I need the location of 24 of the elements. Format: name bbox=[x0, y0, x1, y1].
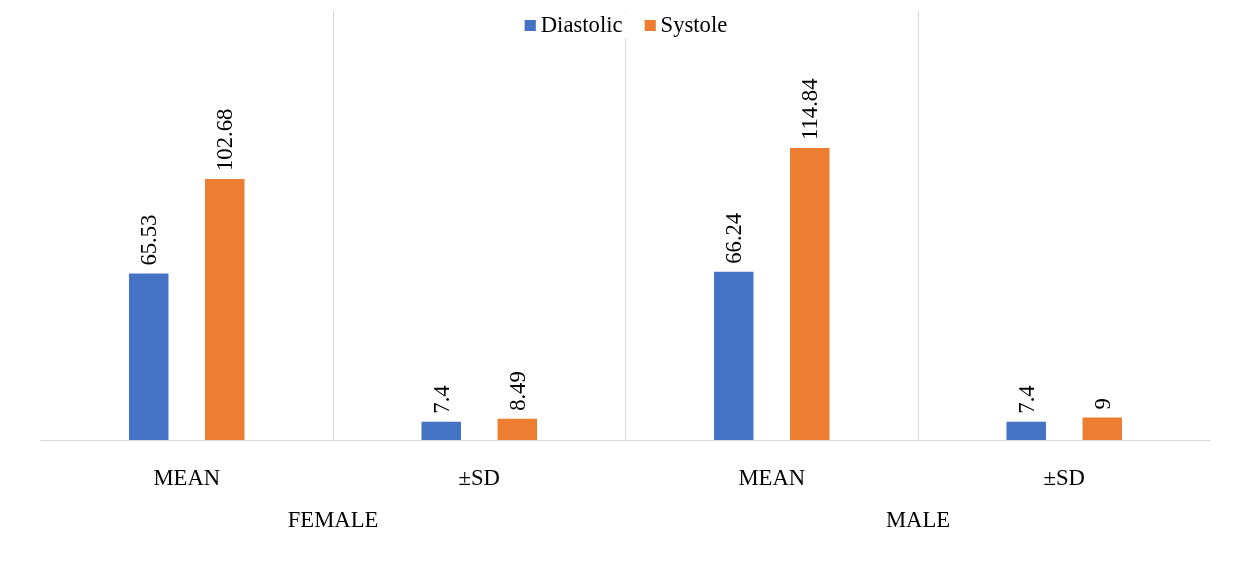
data-label: 9 bbox=[1089, 398, 1115, 410]
x-tick-label: MEAN bbox=[738, 464, 806, 490]
data-label: 65.53 bbox=[136, 214, 162, 266]
bar bbox=[790, 147, 830, 441]
bar bbox=[1082, 417, 1123, 441]
data-label: 66.24 bbox=[721, 212, 747, 264]
data-label: 114.84 bbox=[797, 78, 823, 140]
bar bbox=[1006, 421, 1046, 441]
bar bbox=[497, 418, 538, 441]
data-label: 7.4 bbox=[1013, 385, 1039, 414]
legend-label: Systole bbox=[660, 12, 728, 38]
data-label: 7.4 bbox=[428, 385, 454, 414]
x-tick-label: ±SD bbox=[1043, 464, 1085, 490]
bar bbox=[128, 273, 169, 441]
legend-label: Diastolic bbox=[540, 12, 623, 38]
bar bbox=[713, 271, 754, 441]
bar bbox=[421, 421, 461, 441]
x-tick-label: MEAN bbox=[153, 464, 221, 490]
data-label: 102.68 bbox=[212, 108, 238, 171]
bar bbox=[205, 178, 245, 441]
data-label: 8.49 bbox=[504, 371, 530, 411]
x-tick-label: ±SD bbox=[458, 464, 500, 490]
text: FEMALE bbox=[287, 506, 379, 532]
text: MALE bbox=[885, 506, 951, 532]
